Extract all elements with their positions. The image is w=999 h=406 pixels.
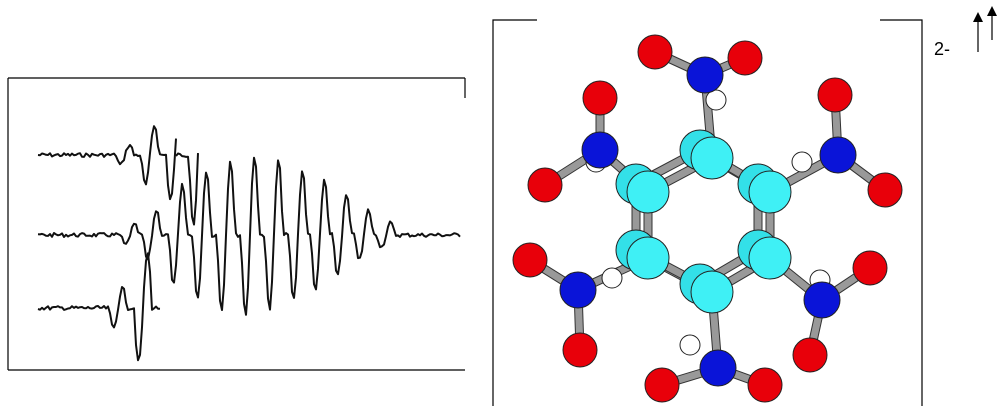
nitrogen-atom — [700, 350, 736, 386]
spectra — [38, 126, 460, 360]
oxygen-atom — [645, 368, 679, 402]
carbon-atom — [691, 271, 733, 313]
carbon-atom — [627, 171, 669, 213]
spectrum-frame — [8, 78, 465, 370]
hydrogen-atom — [602, 268, 622, 288]
spectrum-trace — [38, 158, 460, 315]
right-bracket — [880, 20, 922, 406]
nitrogen-atom — [820, 137, 856, 173]
carbon-atom — [691, 137, 733, 179]
oxygen-atom — [868, 173, 902, 207]
hydrogen-atom — [792, 152, 812, 172]
spectrum-trace — [38, 253, 160, 360]
oxygen-atom — [793, 338, 827, 372]
charge-label: 2- — [934, 39, 950, 59]
figure: 2- — [0, 0, 999, 406]
nitrogen-atom — [582, 132, 618, 168]
arrow-head — [987, 6, 997, 16]
nitrogen-atom — [804, 282, 840, 318]
oxygen-atom — [513, 243, 547, 277]
nitrogen-atom — [560, 272, 596, 308]
molecule — [513, 35, 902, 402]
nitrogen-atom — [687, 57, 723, 93]
oxygen-atom — [638, 35, 672, 69]
oxygen-atom — [818, 78, 852, 112]
oxygen-atom — [728, 41, 762, 75]
arrow-head — [973, 12, 983, 22]
carbon-atom — [749, 171, 791, 213]
oxygen-atom — [583, 81, 617, 115]
spin-arrows — [973, 6, 997, 52]
oxygen-atom — [563, 333, 597, 367]
hydrogen-atom — [680, 335, 700, 355]
left-bracket — [493, 20, 537, 406]
carbon-atom — [749, 237, 791, 279]
oxygen-atom — [853, 251, 887, 285]
oxygen-atom — [528, 168, 562, 202]
carbon-atom — [627, 237, 669, 279]
oxygen-atom — [748, 368, 782, 402]
spectrum-trace — [38, 126, 176, 199]
